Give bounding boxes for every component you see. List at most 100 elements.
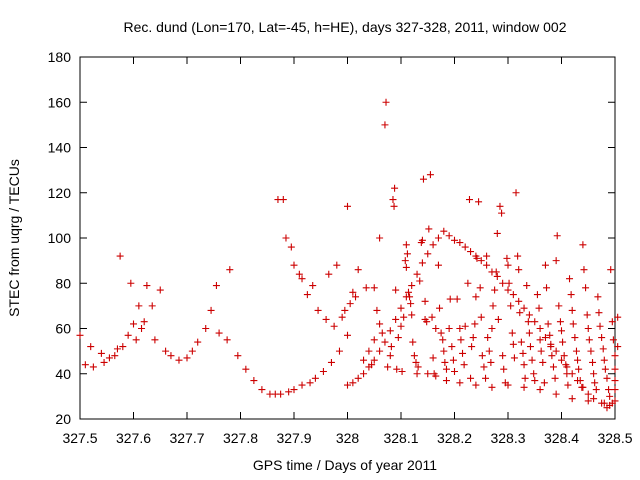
data-point	[528, 356, 536, 364]
data-point	[471, 320, 479, 328]
data-point	[309, 282, 317, 290]
data-point	[440, 227, 448, 235]
data-point	[472, 252, 480, 260]
data-point	[558, 356, 565, 364]
data-point	[553, 232, 561, 240]
data-point	[457, 336, 465, 344]
data-point	[442, 377, 450, 385]
data-point	[567, 291, 575, 299]
data-point	[488, 383, 496, 391]
data-point	[408, 311, 416, 319]
data-point	[404, 288, 412, 296]
data-point	[515, 266, 523, 274]
data-point	[295, 270, 303, 278]
data-point	[423, 318, 431, 326]
data-point	[472, 293, 480, 301]
data-point	[568, 395, 576, 403]
data-point	[370, 336, 378, 344]
data-point	[116, 252, 124, 260]
data-point	[500, 365, 508, 373]
data-point	[536, 325, 544, 332]
data-point	[607, 266, 615, 274]
data-point	[119, 343, 127, 351]
chart-title: Rec. dund (Lon=170, Lat=-45, h=HE), days…	[124, 19, 567, 35]
data-point	[148, 302, 156, 310]
data-point	[552, 390, 560, 398]
data-point	[584, 325, 592, 332]
data-point	[537, 347, 545, 355]
data-point	[419, 175, 427, 183]
data-point	[459, 349, 467, 357]
data-point	[509, 291, 517, 299]
data-point	[389, 196, 397, 204]
data-point	[381, 338, 389, 346]
data-point	[596, 322, 604, 330]
data-point	[314, 306, 322, 314]
data-point	[489, 302, 497, 310]
data-point	[480, 363, 488, 371]
data-point	[498, 209, 506, 217]
data-point	[531, 377, 539, 385]
data-point	[282, 234, 290, 242]
data-point	[298, 381, 306, 389]
data-point	[390, 202, 398, 210]
data-point	[277, 390, 285, 398]
data-point	[493, 272, 501, 280]
data-point	[344, 331, 351, 339]
data-point	[598, 334, 606, 342]
data-point	[382, 98, 390, 106]
data-point	[579, 241, 587, 249]
data-point	[425, 225, 433, 233]
data-point	[441, 358, 449, 366]
data-point	[97, 349, 105, 357]
data-point	[549, 363, 557, 371]
data-point	[285, 388, 293, 396]
data-point	[472, 381, 480, 389]
data-point	[601, 365, 609, 373]
data-point	[426, 171, 434, 179]
data-point	[376, 347, 384, 355]
data-point	[381, 121, 389, 129]
data-point	[460, 361, 468, 369]
data-point	[376, 234, 384, 242]
data-point	[541, 261, 549, 269]
data-point	[111, 352, 119, 360]
data-point	[571, 334, 579, 342]
data-point	[548, 352, 556, 360]
data-point	[504, 261, 512, 269]
data-point	[580, 266, 588, 274]
data-point	[446, 295, 454, 303]
data-point	[456, 325, 464, 332]
data-point	[609, 336, 617, 344]
data-point	[436, 304, 444, 312]
data-point	[584, 397, 592, 405]
data-point	[563, 363, 571, 371]
data-point	[346, 300, 354, 308]
data-point	[397, 322, 405, 330]
data-point	[258, 386, 266, 394]
data-point	[392, 315, 400, 323]
data-point	[603, 404, 611, 412]
data-point	[464, 279, 472, 287]
data-point	[330, 322, 338, 330]
data-point	[496, 202, 504, 210]
data-point	[614, 313, 622, 321]
data-point	[512, 189, 520, 197]
data-point	[138, 325, 146, 332]
data-point	[453, 295, 461, 303]
data-point	[467, 374, 475, 382]
data-point	[510, 354, 518, 362]
data-point	[143, 282, 151, 290]
data-point	[606, 392, 614, 400]
data-point	[360, 356, 368, 364]
data-point	[519, 349, 527, 357]
data-point	[428, 313, 436, 321]
data-point	[558, 327, 565, 335]
data-point	[504, 286, 512, 294]
data-point	[81, 361, 89, 369]
data-point	[524, 318, 532, 326]
data-point	[130, 320, 137, 328]
data-point	[394, 334, 402, 342]
data-point	[568, 306, 576, 314]
